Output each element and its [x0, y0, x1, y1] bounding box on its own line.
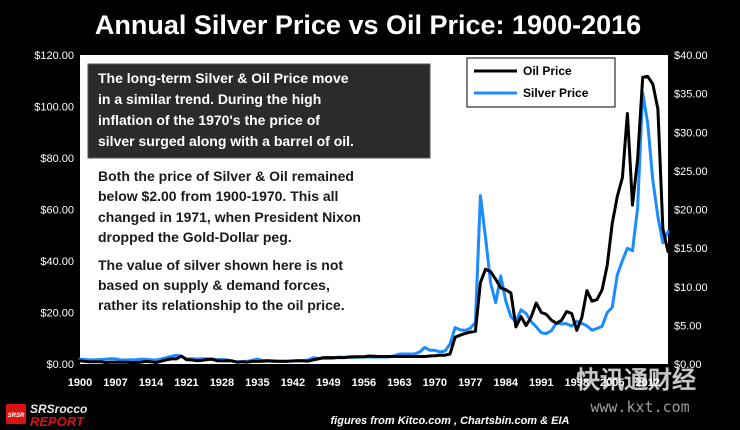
annotation-box-line: The long-term Silver & Oil Price move: [98, 70, 349, 86]
x-tick-label: 1900: [68, 377, 92, 389]
right-tick-label: $40.00: [674, 50, 708, 62]
x-tick-label: 1984: [494, 377, 519, 389]
x-tick-label: 1991: [529, 377, 553, 389]
logo-badge: [6, 404, 26, 424]
left-tick-label: $20.00: [40, 308, 74, 320]
x-tick-label: 2005: [600, 377, 624, 389]
right-tick-label: $10.00: [674, 282, 708, 294]
srsrocco-logo: SRSR SRSrocco REPORT: [6, 402, 87, 429]
x-tick-label: 1914: [139, 377, 164, 389]
annotation-box-line: inflation of the 1970's the price of: [98, 112, 320, 128]
series-lines: [78, 74, 670, 364]
legend-oil-label: Oil Price: [523, 64, 572, 78]
logo-line2: REPORT: [30, 414, 85, 429]
x-tick-label: 1928: [210, 377, 234, 389]
logo-line1: SRSrocco: [30, 402, 87, 416]
logo-badge-text: SRSR: [8, 413, 25, 419]
annotation-text: Both the price of Silver & Oil remained: [98, 168, 354, 184]
x-tick-label: 1942: [281, 377, 305, 389]
right-tick-label: $20.00: [674, 205, 708, 217]
x-tick-label: 1963: [387, 377, 411, 389]
x-tick-label: 1956: [352, 377, 376, 389]
annotation-text: changed in 1971, when President Nixon: [98, 209, 361, 225]
x-tick-label: 2012: [635, 377, 659, 389]
legend: Oil Price Silver Price: [466, 57, 616, 108]
left-tick-label: $40.00: [40, 256, 74, 268]
x-tick-label: 1998: [565, 377, 589, 389]
x-tick-label: 1935: [245, 377, 269, 389]
left-tick-label: $80.00: [40, 153, 74, 165]
x-axis-ticks: 1900 1907 1914 1921 1928 1935 1942 1949 1956 1963…: [68, 377, 660, 389]
left-tick-label: $60.00: [40, 205, 74, 217]
annotation-text: based on supply & demand forces,: [98, 277, 330, 293]
x-tick-label: 1949: [316, 377, 340, 389]
watermark-url: www.kxt.com: [590, 398, 689, 416]
annotation-text: dropped the Gold-Dollar peg.: [98, 229, 292, 245]
annotation-text: rather its relationship to the oil price…: [98, 297, 345, 313]
left-axis-ticks: $0.00 $20.00 $40.00 $60.00 $80.00 $100.00 $120…: [34, 50, 74, 371]
annotation-box-line: silver surged along with a barrel of oil…: [98, 133, 354, 149]
annotation-text: below $2.00 from 1900-1970. This all: [98, 188, 338, 204]
legend-silver-label: Silver Price: [523, 86, 589, 100]
x-tick-label: 1907: [103, 377, 127, 389]
right-tick-label: $30.00: [674, 127, 708, 139]
right-tick-label: $5.00: [674, 320, 702, 332]
oil-price-line: [78, 74, 670, 364]
source-credit: figures from Kitco.com , Chartsbin.com &…: [331, 415, 570, 427]
annotation-text: The value of silver shown here is not: [98, 257, 343, 273]
annotation-box-line: in a similar trend. During the high: [98, 91, 321, 107]
x-tick-label: 1921: [174, 377, 198, 389]
watermark-text: 快讯通财经: [576, 366, 696, 394]
right-axis-ticks: $0.00 $5.00 $10.00 $15.00 $20.00 $25.00 $30.00…: [674, 50, 708, 371]
right-tick-label: $0.00: [674, 359, 702, 371]
annotation-box: [87, 63, 431, 159]
left-tick-label: $0.00: [46, 359, 74, 371]
x-tick-label: 1970: [423, 377, 447, 389]
left-tick-label: $100.00: [34, 102, 74, 114]
right-tick-label: $35.00: [674, 89, 708, 101]
x-tick-label: 1977: [458, 377, 482, 389]
legend-box: [466, 57, 616, 108]
right-tick-label: $25.00: [674, 166, 708, 178]
left-tick-label: $120.00: [34, 50, 74, 62]
chart-title: Annual Silver Price vs Oil Price: 1900-2…: [95, 10, 641, 40]
right-tick-label: $15.00: [674, 243, 708, 255]
